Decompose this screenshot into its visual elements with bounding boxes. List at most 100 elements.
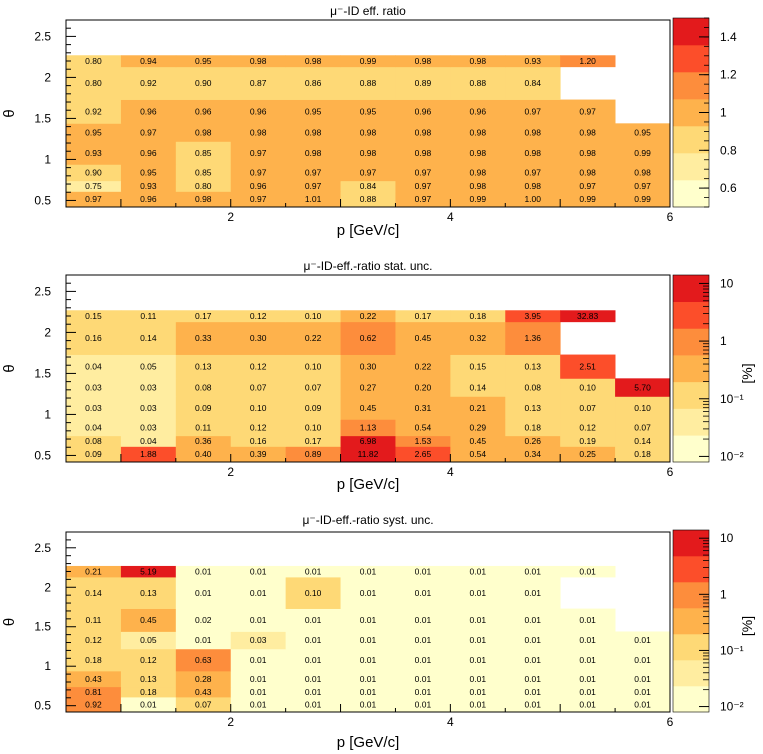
cell-label: 0.14 <box>470 382 487 392</box>
cell-label: 0.33 <box>195 333 212 343</box>
cell-label: 0.10 <box>305 311 322 321</box>
cell-label: 0.97 <box>140 127 157 137</box>
heatmap-cell <box>120 66 177 100</box>
heatmap-cell <box>175 435 232 447</box>
cell-label: 0.34 <box>524 449 541 459</box>
x-tick-label: 2 <box>227 465 234 479</box>
heatmap-cell <box>230 164 287 182</box>
heatmap-cell <box>615 648 671 672</box>
heatmap-cell <box>120 378 177 397</box>
cell-label: 0.21 <box>85 566 102 576</box>
heatmap-cell <box>340 577 396 609</box>
x-axis-label: p [GeV/c] <box>337 734 400 751</box>
heatmap-cell <box>505 164 561 182</box>
heatmap-cell <box>285 435 341 447</box>
cell-label: 0.18 <box>140 687 157 697</box>
heatmap-cell <box>230 686 287 698</box>
cell-label: 0.01 <box>360 588 377 598</box>
heatmap-cell <box>505 648 561 672</box>
cell-label: 0.01 <box>470 700 487 710</box>
cell-label: 0.05 <box>140 635 157 645</box>
heatmap-cell <box>395 670 451 688</box>
heatmap-cell <box>66 446 122 463</box>
cell-label: 0.97 <box>360 168 377 178</box>
cell-label: 0.89 <box>415 78 432 88</box>
heatmap-cell <box>120 321 177 355</box>
heatmap-cell <box>395 321 451 355</box>
heatmap-cell <box>615 435 671 447</box>
heatmap-panel-1: μ⁻-ID eff. ratio 0.97 0.96 0.98 0.97 1.01 0.88… <box>1 4 737 239</box>
cell-label: 0.80 <box>195 181 212 191</box>
cell-label: 0.97 <box>415 168 432 178</box>
cell-label: 0.18 <box>524 423 541 433</box>
heatmap-cell <box>450 608 506 632</box>
heatmap-cell <box>230 321 287 355</box>
cell-label: 0.14 <box>634 436 651 446</box>
heatmap-cell <box>285 648 341 672</box>
heatmap-cell <box>560 565 616 578</box>
heatmap-cell <box>450 697 506 713</box>
heatmap-cell <box>230 141 287 165</box>
heatmap-cell <box>230 446 287 463</box>
heatmap-cell <box>230 608 287 632</box>
cell-label: 0.01 <box>634 687 651 697</box>
cell-label: 0.01 <box>415 687 432 697</box>
heatmap-cell <box>560 99 616 124</box>
heatmap-cell <box>285 697 341 713</box>
color-bar-frame <box>672 529 710 713</box>
color-bar-frame <box>672 274 710 463</box>
cell-label: 0.30 <box>360 361 377 371</box>
heatmap-cell <box>560 648 616 672</box>
cell-label: 2.51 <box>579 361 596 371</box>
heatmap-cell <box>395 577 451 609</box>
cell-label: 0.01 <box>415 674 432 684</box>
heatmap-cell <box>285 55 341 68</box>
cell-label: 3.95 <box>524 311 541 321</box>
heatmap-cell <box>66 631 122 650</box>
cell-label: 0.01 <box>305 687 322 697</box>
cell-label: 0.39 <box>250 449 267 459</box>
heatmap-cell <box>66 55 122 68</box>
cell-label: 0.08 <box>195 382 212 392</box>
cell-label: 0.10 <box>634 403 651 413</box>
cell-label: 0.95 <box>140 168 157 178</box>
cell-label: 0.01 <box>250 700 267 710</box>
heatmap-cell <box>120 446 177 463</box>
heatmap-cell <box>230 435 287 447</box>
y-tick-label: 1.5 <box>34 366 51 380</box>
cell-label: 0.99 <box>360 56 377 66</box>
cell-label: 0.10 <box>305 423 322 433</box>
heatmap-cell <box>615 670 671 688</box>
cell-label: 0.03 <box>85 403 102 413</box>
color-bar: 10⁻² 10⁻¹ 1 10 [%] <box>672 274 755 463</box>
heatmap-cell <box>340 396 396 420</box>
cell-label: 0.96 <box>195 106 212 116</box>
heatmap-cell <box>395 55 451 68</box>
cell-label: 0.93 <box>140 181 157 191</box>
cell-label: 0.01 <box>579 655 596 665</box>
cell-label: 0.54 <box>470 449 487 459</box>
cell-label: 0.97 <box>524 168 541 178</box>
cell-label: 0.18 <box>634 449 651 459</box>
cell-label: 0.01 <box>415 615 432 625</box>
heatmap-cell <box>395 686 451 698</box>
y-tick-label: 1.5 <box>34 111 51 125</box>
cell-label: 0.40 <box>195 449 212 459</box>
y-tick-label: 2 <box>44 580 51 594</box>
color-bar-band <box>673 608 709 635</box>
cell-label: 0.03 <box>140 382 157 392</box>
heatmap-cell <box>340 123 396 142</box>
cell-label: 5.19 <box>140 566 157 576</box>
heatmap-cell <box>560 310 616 323</box>
cell-label: 1.01 <box>305 194 322 204</box>
heatmap-cell <box>66 378 122 397</box>
heatmap-cell <box>340 446 396 463</box>
heatmap-cell <box>175 123 232 142</box>
heatmap-cell <box>340 310 396 323</box>
cell-label: 0.97 <box>524 106 541 116</box>
y-tick-label: 2.5 <box>34 284 51 298</box>
color-bar-tick-label: 10 <box>720 531 734 545</box>
heatmap-cell <box>615 631 671 650</box>
cell-label: 0.03 <box>140 423 157 433</box>
heatmap-cell <box>615 141 671 165</box>
